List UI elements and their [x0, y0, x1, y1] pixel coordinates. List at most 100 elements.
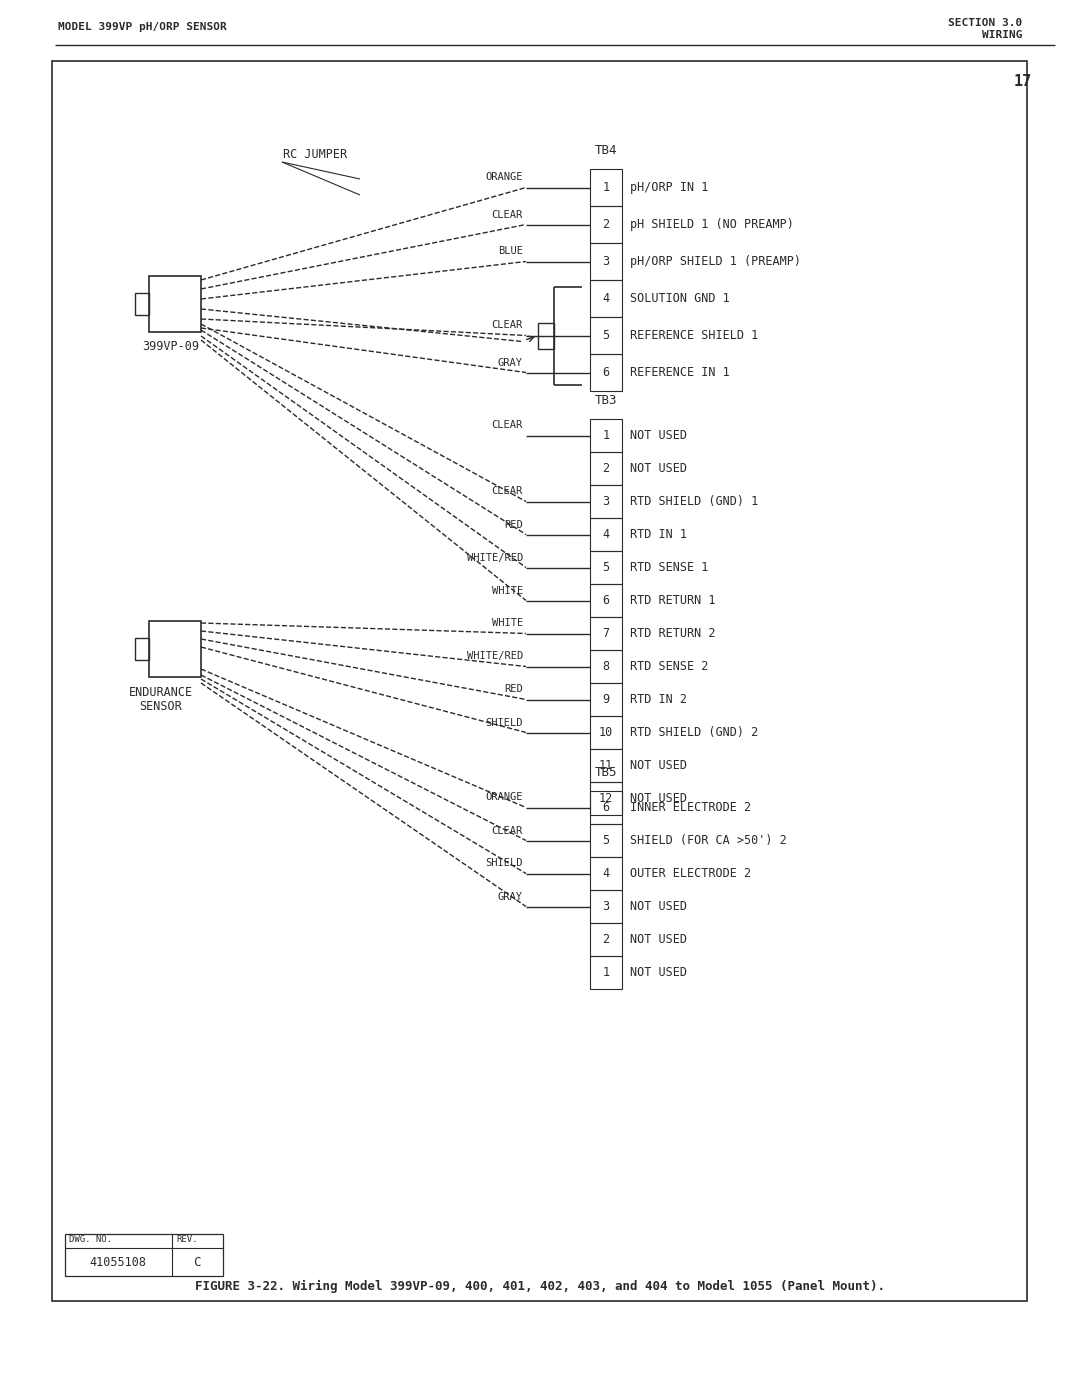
Bar: [590, 550, 622, 584]
Text: RTD SENSE 2: RTD SENSE 2: [630, 659, 708, 673]
Text: TB4: TB4: [595, 144, 618, 158]
Bar: [590, 791, 622, 824]
Text: 10: 10: [599, 726, 613, 739]
Bar: [52, 61, 1027, 1301]
Text: pH/ORP IN 1: pH/ORP IN 1: [630, 182, 708, 194]
Bar: [590, 923, 622, 956]
Text: NOT USED: NOT USED: [630, 429, 687, 441]
Text: 3: 3: [603, 495, 609, 509]
Text: 4: 4: [603, 868, 609, 880]
Text: WHITE: WHITE: [491, 619, 523, 629]
Text: TB3: TB3: [595, 394, 618, 408]
Bar: [590, 617, 622, 650]
Bar: [590, 453, 622, 485]
Text: SHIELD: SHIELD: [486, 718, 523, 728]
Text: RTD IN 1: RTD IN 1: [630, 528, 687, 541]
Bar: [590, 485, 622, 518]
Bar: [590, 717, 622, 749]
Text: SHIELD: SHIELD: [486, 859, 523, 869]
Text: ENDURANCE: ENDURANCE: [129, 686, 193, 700]
Bar: [149, 622, 201, 678]
Text: WHITE: WHITE: [491, 585, 523, 595]
Text: DWG. NO.: DWG. NO.: [69, 1235, 112, 1243]
Text: TB5: TB5: [595, 767, 618, 780]
Text: 1: 1: [603, 182, 609, 194]
Text: 1: 1: [603, 429, 609, 441]
Bar: [135, 638, 149, 659]
Text: WIRING: WIRING: [982, 29, 1022, 41]
Text: NOT USED: NOT USED: [630, 759, 687, 773]
Text: 5: 5: [603, 834, 609, 847]
Text: 3: 3: [603, 900, 609, 914]
Text: RTD SENSE 1: RTD SENSE 1: [630, 562, 708, 574]
Text: 5: 5: [603, 562, 609, 574]
Bar: [590, 584, 622, 617]
Text: RC JUMPER: RC JUMPER: [283, 148, 347, 161]
Text: RTD RETURN 2: RTD RETURN 2: [630, 627, 715, 640]
Text: 2: 2: [603, 218, 609, 231]
Text: WHITE/RED: WHITE/RED: [467, 552, 523, 563]
Bar: [65, 1234, 222, 1275]
Bar: [590, 169, 622, 205]
Text: CLEAR: CLEAR: [491, 420, 523, 430]
Text: NOT USED: NOT USED: [630, 965, 687, 979]
Text: C: C: [193, 1256, 201, 1270]
Text: NOT USED: NOT USED: [630, 462, 687, 475]
Bar: [590, 353, 622, 391]
Text: RED: RED: [504, 685, 523, 694]
Text: 5: 5: [603, 330, 609, 342]
Text: REFERENCE IN 1: REFERENCE IN 1: [630, 366, 730, 379]
Text: 6: 6: [603, 366, 609, 379]
Text: REV.: REV.: [176, 1235, 198, 1243]
Text: 12: 12: [599, 792, 613, 805]
Bar: [590, 650, 622, 683]
Text: 1: 1: [603, 965, 609, 979]
Text: CLEAR: CLEAR: [491, 320, 523, 331]
Bar: [590, 243, 622, 279]
Text: 2: 2: [603, 933, 609, 946]
Bar: [590, 956, 622, 989]
Text: pH/ORP SHIELD 1 (PREAMP): pH/ORP SHIELD 1 (PREAMP): [630, 256, 801, 268]
Text: 3: 3: [603, 256, 609, 268]
Text: 11: 11: [599, 759, 613, 773]
Text: RED: RED: [504, 520, 523, 529]
Bar: [590, 683, 622, 717]
Bar: [538, 323, 554, 348]
Text: NOT USED: NOT USED: [630, 900, 687, 914]
Text: CLEAR: CLEAR: [491, 486, 523, 496]
Text: 17: 17: [1014, 74, 1032, 88]
Bar: [135, 293, 149, 314]
Text: SENSOR: SENSOR: [139, 700, 183, 714]
Text: SECTION 3.0: SECTION 3.0: [948, 18, 1022, 28]
Text: 399VP-09: 399VP-09: [143, 341, 200, 353]
Bar: [149, 277, 201, 332]
Text: 4: 4: [603, 292, 609, 305]
Text: CLEAR: CLEAR: [491, 826, 523, 835]
Text: 4: 4: [603, 528, 609, 541]
Text: CLEAR: CLEAR: [491, 210, 523, 219]
Bar: [590, 749, 622, 782]
Text: FIGURE 3-22. Wiring Model 399VP-09, 400, 401, 402, 403, and 404 to Model 1055 (P: FIGURE 3-22. Wiring Model 399VP-09, 400,…: [195, 1280, 885, 1292]
Text: 2: 2: [603, 462, 609, 475]
Bar: [590, 856, 622, 890]
Bar: [590, 782, 622, 814]
Bar: [590, 890, 622, 923]
Bar: [590, 518, 622, 550]
Text: NOT USED: NOT USED: [630, 933, 687, 946]
Text: RTD RETURN 1: RTD RETURN 1: [630, 594, 715, 608]
Text: SOLUTION GND 1: SOLUTION GND 1: [630, 292, 730, 305]
Text: 7: 7: [603, 627, 609, 640]
Text: WHITE/RED: WHITE/RED: [467, 651, 523, 662]
Text: RTD SHIELD (GND) 2: RTD SHIELD (GND) 2: [630, 726, 758, 739]
Text: NOT USED: NOT USED: [630, 792, 687, 805]
Text: 8: 8: [603, 659, 609, 673]
Bar: [590, 279, 622, 317]
Bar: [590, 205, 622, 243]
Text: BLUE: BLUE: [498, 246, 523, 257]
Bar: [590, 419, 622, 453]
Text: 6: 6: [603, 594, 609, 608]
Text: OUTER ELECTRODE 2: OUTER ELECTRODE 2: [630, 868, 751, 880]
Text: RTD IN 2: RTD IN 2: [630, 693, 687, 705]
Text: 9: 9: [603, 693, 609, 705]
Bar: [590, 824, 622, 856]
